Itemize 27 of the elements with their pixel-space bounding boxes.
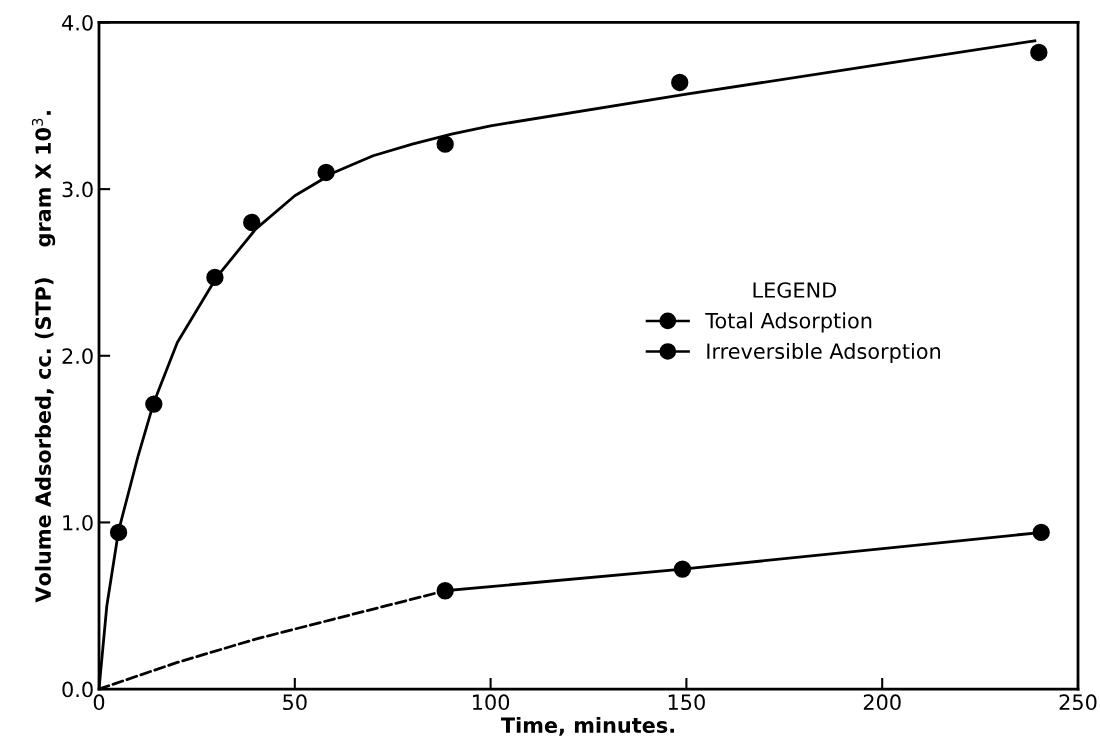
legend-title: LEGEND [753,282,836,298]
y-tick-label: 2.0 [62,348,93,364]
point [1030,43,1048,62]
x-tick-label: 100 [473,694,510,711]
x-tick-label: 250 [1059,694,1097,711]
legend-label: Irreversible Adsorption [707,342,940,364]
x-tick-label: 50 [283,694,307,711]
x-tick-label: 150 [668,694,705,711]
y-axis-title: Volume Adsorbed, cc. (STP) gram X 10$^{3}$. [31,111,56,603]
point [145,395,163,413]
x-tick-label: 200 [863,694,901,711]
point [436,135,454,153]
point [1032,523,1050,542]
point [317,163,335,182]
y-tick-label: 1.0 [63,514,93,531]
x-tick-label: 0 [93,694,105,711]
y-tick-label: 0.0 [62,681,93,698]
legend-label: Total Adsorption [705,312,872,333]
point [206,268,224,287]
point [109,523,128,542]
point [436,582,454,600]
point [673,560,692,578]
point [671,73,689,92]
point [243,213,261,232]
y-tick-label: 3.0 [62,181,93,198]
y-tick-label: 4.0 [62,14,93,31]
x-axis-title: Time, minutes. [500,716,675,736]
